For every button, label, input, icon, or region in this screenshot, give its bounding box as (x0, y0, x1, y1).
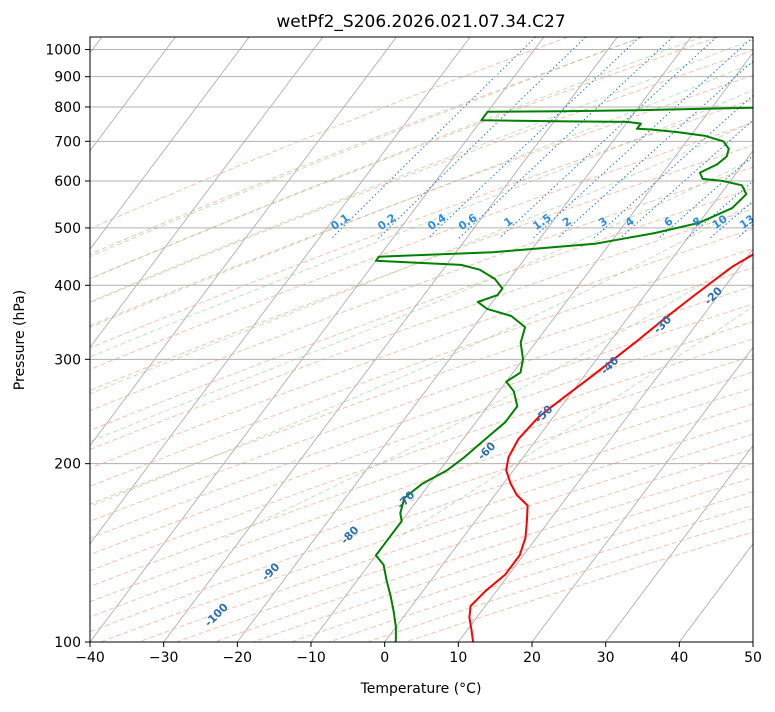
y-tick-label: 700 (54, 134, 81, 150)
x-tick-label: 50 (744, 650, 762, 666)
x-tick-label: 40 (670, 650, 688, 666)
x-tick-label: 30 (597, 650, 615, 666)
x-tick-label: −40 (75, 650, 105, 666)
x-tick-label: −30 (149, 650, 179, 666)
x-tick-label: −10 (296, 650, 326, 666)
y-tick-label: 100 (54, 635, 81, 651)
y-tick-label: 1000 (45, 43, 81, 59)
x-tick-label: 20 (523, 650, 541, 666)
y-tick-label: 800 (54, 100, 81, 116)
x-tick-label: −20 (223, 650, 253, 666)
y-tick-label: 200 (54, 457, 81, 473)
x-tick-label: 10 (449, 650, 467, 666)
x-axis-label: Temperature (°C) (360, 681, 482, 697)
x-tick-label: 0 (380, 650, 389, 666)
y-tick-label: 900 (54, 70, 81, 86)
chart-title: wetPf2_S206.2026.021.07.34.C27 (276, 12, 565, 32)
y-tick-label: 500 (54, 221, 81, 237)
y-tick-label: 400 (54, 278, 81, 294)
y-axis-label: Pressure (hPa) (12, 290, 28, 390)
y-tick-label: 300 (54, 352, 81, 368)
y-tick-label: 600 (54, 174, 81, 190)
